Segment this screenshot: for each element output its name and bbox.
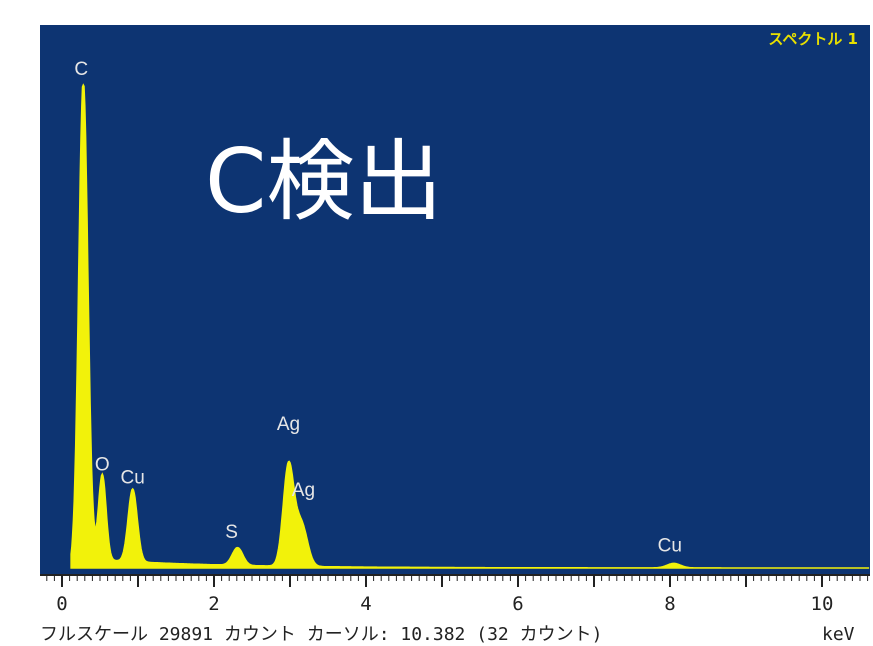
x-tick-label-6: 6: [512, 593, 523, 615]
x-tick-label-4: 4: [360, 593, 371, 615]
x-tick-label-0: 0: [56, 593, 67, 615]
peak-label-cu-2: Cu: [121, 467, 145, 488]
spectrum-label: スペクトル 1: [768, 30, 858, 48]
peak-label-ag-5: Ag: [292, 480, 315, 501]
peak-label-layer: C O Cu S Ag Ag Cu: [74, 59, 682, 557]
x-tick-label-2: 2: [208, 593, 219, 615]
peak-label-ag-4: Ag: [277, 414, 300, 435]
x-tick-label-10: 10: [811, 593, 834, 615]
peak-label-s-3: S: [225, 522, 238, 543]
peak-label-o-1: O: [95, 454, 110, 475]
x-axis-ticks: 0 2 4 6 8 10: [46, 575, 869, 615]
x-tick-label-8: 8: [664, 593, 675, 615]
peak-label-c-0: C: [74, 59, 88, 80]
spectrum-trace-layer: [70, 83, 870, 569]
status-line: フルスケール 29891 カウント カーソル: 10.382 (32 カウント): [40, 624, 602, 645]
plot-area: [40, 25, 870, 574]
peak-label-cu-6: Cu: [658, 536, 682, 557]
spectrum-trace: [70, 83, 870, 569]
x-axis-unit: keV: [822, 624, 855, 645]
overlay-title: C検出: [205, 130, 442, 233]
